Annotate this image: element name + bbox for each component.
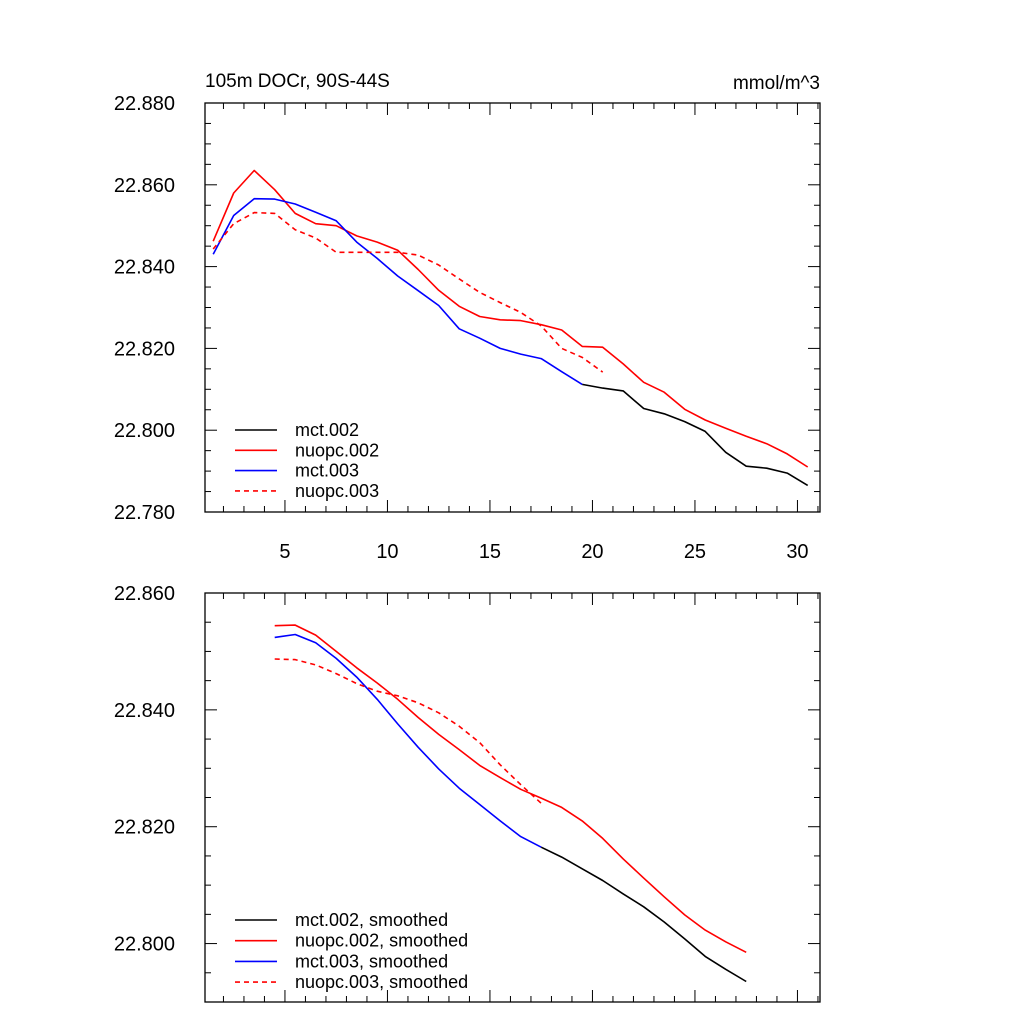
top-series-line <box>212 169 809 468</box>
bottom-legend-label: nuopc.002, smoothed <box>295 931 468 951</box>
top-xtick-label: 20 <box>581 541 603 563</box>
top-ytick-label: 22.820 <box>114 338 175 360</box>
bottom-panel: 22.800 22.820 22.840 22.860 mct.002, smoothe… <box>114 583 821 1003</box>
top-xtick-label: 10 <box>376 541 398 563</box>
bottom-series-line <box>274 658 542 804</box>
top-legend-label: nuopc.003 <box>295 481 379 501</box>
top-ytick-label: 22.860 <box>114 175 175 197</box>
top-ytick-label: 22.800 <box>114 420 175 442</box>
top-panel: 22.780 22.800 22.820 22.840 22.860 22.880 5 10 1… <box>114 93 821 563</box>
bottom-legend-label: mct.003, smoothed <box>295 951 448 971</box>
bottom-series-line <box>540 846 747 983</box>
bottom-legend-label: nuopc.003, smoothed <box>295 972 468 992</box>
top-xtick-label: 15 <box>479 541 501 563</box>
top-ytick-label: 22.840 <box>114 257 175 279</box>
top-legend-label: nuopc.002 <box>295 440 379 460</box>
bottom-series-line <box>274 633 542 848</box>
bottom-ytick-label: 22.820 <box>114 817 175 839</box>
top-legend-label: mct.003 <box>295 461 359 481</box>
top-series-line <box>212 211 604 373</box>
bottom-ytick-label: 22.860 <box>114 583 175 605</box>
top-legend-label: mct.002 <box>295 420 359 440</box>
top-xtick-label: 5 <box>279 541 290 563</box>
bottom-series-line <box>274 624 747 954</box>
bottom-legend-label: mct.002, smoothed <box>295 910 448 930</box>
top-series-line <box>212 197 583 386</box>
bottom-ytick-label: 22.800 <box>114 934 175 956</box>
bottom-ytick-label: 22.840 <box>114 700 175 722</box>
top-xtick-label: 30 <box>786 541 808 563</box>
top-xtick-label: 25 <box>684 541 706 563</box>
chart-title: 105m DOCr, 90S-44S <box>205 71 390 92</box>
top-series-line <box>582 383 809 487</box>
top-ytick-label: 22.780 <box>114 502 175 524</box>
top-ytick-label: 22.880 <box>114 93 175 115</box>
units-label: mmol/m^3 <box>733 73 820 94</box>
